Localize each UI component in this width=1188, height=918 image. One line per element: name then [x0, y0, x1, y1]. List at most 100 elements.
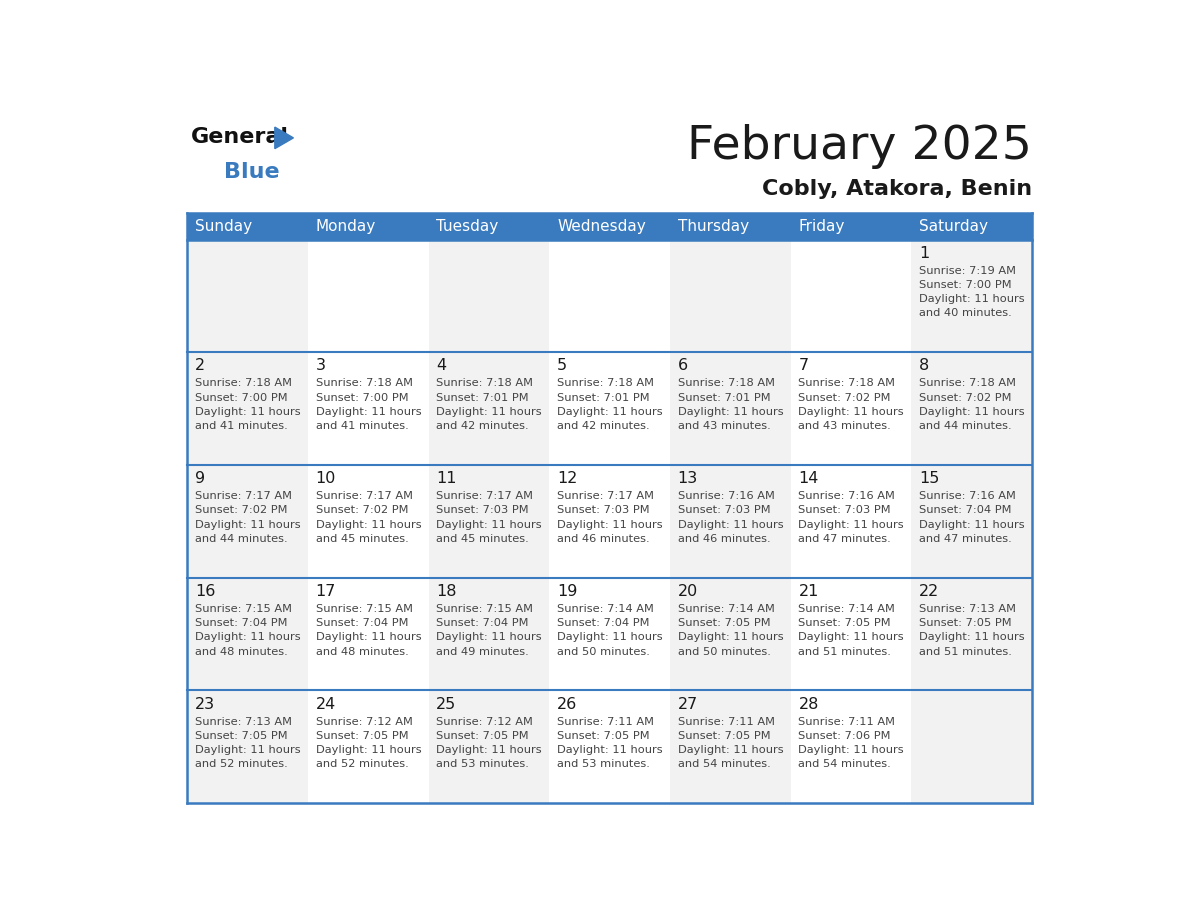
Text: Sunset: 7:01 PM: Sunset: 7:01 PM [677, 393, 770, 403]
Text: 10: 10 [316, 471, 336, 487]
Text: Daylight: 11 hours: Daylight: 11 hours [195, 407, 301, 417]
Text: Daylight: 11 hours: Daylight: 11 hours [798, 745, 904, 756]
Bar [911, 240, 1032, 353]
Text: Daylight: 11 hours: Daylight: 11 hours [195, 745, 301, 756]
Text: 16: 16 [195, 584, 215, 599]
Text: and 43 minutes.: and 43 minutes. [677, 421, 771, 431]
Text: 21: 21 [798, 584, 819, 599]
Text: and 45 minutes.: and 45 minutes. [436, 534, 529, 543]
Bar [791, 577, 911, 690]
Text: and 49 minutes.: and 49 minutes. [436, 646, 529, 656]
Text: and 48 minutes.: and 48 minutes. [316, 646, 409, 656]
Text: Daylight: 11 hours: Daylight: 11 hours [798, 520, 904, 530]
Bar [429, 353, 549, 465]
Bar [791, 240, 911, 353]
Text: Daylight: 11 hours: Daylight: 11 hours [316, 745, 422, 756]
Text: and 48 minutes.: and 48 minutes. [195, 646, 287, 656]
Text: Sunset: 7:00 PM: Sunset: 7:00 PM [920, 280, 1012, 290]
Bar [911, 577, 1032, 690]
Text: General: General [191, 127, 289, 147]
Text: Blue: Blue [223, 162, 279, 182]
Text: Sunset: 7:05 PM: Sunset: 7:05 PM [798, 618, 891, 628]
Text: 13: 13 [677, 471, 699, 487]
Bar [429, 690, 549, 803]
Text: Daylight: 11 hours: Daylight: 11 hours [920, 520, 1025, 530]
Text: and 51 minutes.: and 51 minutes. [798, 646, 891, 656]
Text: and 50 minutes.: and 50 minutes. [677, 646, 771, 656]
Text: and 54 minutes.: and 54 minutes. [677, 759, 771, 769]
Text: and 46 minutes.: and 46 minutes. [557, 534, 650, 543]
Bar [791, 690, 911, 803]
Bar [549, 690, 670, 803]
Bar [670, 690, 791, 803]
Text: Sunrise: 7:18 AM: Sunrise: 7:18 AM [677, 378, 775, 388]
Text: 26: 26 [557, 697, 577, 711]
Text: Sunset: 7:05 PM: Sunset: 7:05 PM [920, 618, 1012, 628]
Text: 4: 4 [436, 358, 447, 374]
Text: 24: 24 [316, 697, 336, 711]
Text: Sunrise: 7:14 AM: Sunrise: 7:14 AM [798, 604, 896, 614]
Text: Sunset: 7:02 PM: Sunset: 7:02 PM [195, 506, 287, 515]
Text: Sunset: 7:05 PM: Sunset: 7:05 PM [195, 731, 287, 741]
Bar [911, 213, 1032, 240]
Bar [188, 240, 308, 353]
Text: and 47 minutes.: and 47 minutes. [920, 534, 1012, 543]
Text: Sunset: 7:04 PM: Sunset: 7:04 PM [920, 506, 1011, 515]
Text: 6: 6 [677, 358, 688, 374]
Text: Sunrise: 7:17 AM: Sunrise: 7:17 AM [436, 491, 533, 501]
Bar [308, 690, 429, 803]
Text: Sunset: 7:05 PM: Sunset: 7:05 PM [557, 731, 650, 741]
Text: Daylight: 11 hours: Daylight: 11 hours [557, 407, 663, 417]
Bar [549, 577, 670, 690]
Text: Daylight: 11 hours: Daylight: 11 hours [436, 520, 542, 530]
Text: Daylight: 11 hours: Daylight: 11 hours [557, 520, 663, 530]
Bar [911, 690, 1032, 803]
Text: and 44 minutes.: and 44 minutes. [195, 534, 287, 543]
Text: Sunrise: 7:18 AM: Sunrise: 7:18 AM [316, 378, 412, 388]
Bar [549, 240, 670, 353]
Text: 12: 12 [557, 471, 577, 487]
Text: Daylight: 11 hours: Daylight: 11 hours [316, 407, 422, 417]
Text: and 41 minutes.: and 41 minutes. [316, 421, 409, 431]
Text: Daylight: 11 hours: Daylight: 11 hours [677, 520, 783, 530]
Bar [670, 465, 791, 577]
Text: February 2025: February 2025 [687, 124, 1032, 169]
Text: 3: 3 [316, 358, 326, 374]
Text: Daylight: 11 hours: Daylight: 11 hours [436, 633, 542, 643]
Bar [308, 240, 429, 353]
Text: Daylight: 11 hours: Daylight: 11 hours [677, 633, 783, 643]
Text: 1: 1 [920, 246, 929, 261]
Text: Sunrise: 7:11 AM: Sunrise: 7:11 AM [798, 717, 896, 727]
Text: Sunrise: 7:11 AM: Sunrise: 7:11 AM [557, 717, 655, 727]
Bar [188, 353, 308, 465]
Text: Daylight: 11 hours: Daylight: 11 hours [677, 745, 783, 756]
Text: 25: 25 [436, 697, 456, 711]
Text: and 53 minutes.: and 53 minutes. [557, 759, 650, 769]
Text: 22: 22 [920, 584, 940, 599]
Bar [549, 465, 670, 577]
Text: 17: 17 [316, 584, 336, 599]
Text: Sunset: 7:03 PM: Sunset: 7:03 PM [557, 506, 650, 515]
Text: Sunset: 7:05 PM: Sunset: 7:05 PM [677, 731, 770, 741]
Text: 5: 5 [557, 358, 567, 374]
Bar [791, 353, 911, 465]
Text: Daylight: 11 hours: Daylight: 11 hours [316, 633, 422, 643]
Text: Daylight: 11 hours: Daylight: 11 hours [920, 633, 1025, 643]
Bar [670, 577, 791, 690]
Bar [670, 353, 791, 465]
Text: Sunrise: 7:13 AM: Sunrise: 7:13 AM [920, 604, 1016, 614]
Text: and 53 minutes.: and 53 minutes. [436, 759, 529, 769]
Text: Daylight: 11 hours: Daylight: 11 hours [920, 407, 1025, 417]
Text: Thursday: Thursday [677, 218, 748, 233]
Bar [429, 577, 549, 690]
Text: Sunset: 7:04 PM: Sunset: 7:04 PM [316, 618, 409, 628]
Text: and 46 minutes.: and 46 minutes. [677, 534, 770, 543]
Text: and 41 minutes.: and 41 minutes. [195, 421, 287, 431]
Text: Sunrise: 7:18 AM: Sunrise: 7:18 AM [195, 378, 292, 388]
Text: Sunrise: 7:17 AM: Sunrise: 7:17 AM [316, 491, 412, 501]
Text: Sunset: 7:04 PM: Sunset: 7:04 PM [557, 618, 650, 628]
Text: Daylight: 11 hours: Daylight: 11 hours [557, 633, 663, 643]
Text: Friday: Friday [798, 218, 845, 233]
Text: and 42 minutes.: and 42 minutes. [557, 421, 650, 431]
Text: Sunrise: 7:16 AM: Sunrise: 7:16 AM [920, 491, 1016, 501]
